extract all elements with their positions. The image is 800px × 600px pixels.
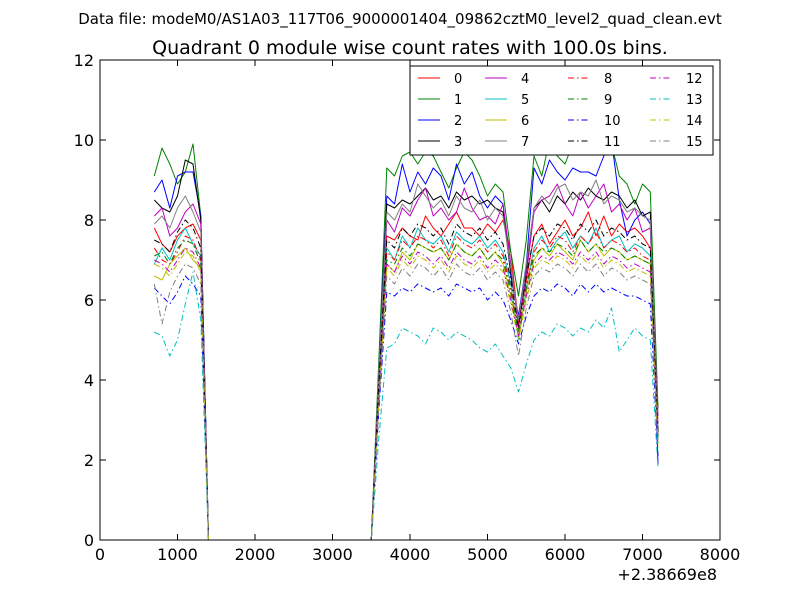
y-tick-label: 2	[84, 451, 94, 470]
x-tick-label: 4000	[390, 545, 431, 564]
y-tick-label: 8	[84, 211, 94, 230]
legend-label-5: 5	[521, 93, 529, 108]
legend-label-6: 6	[521, 114, 529, 129]
x-tick-label: 7000	[622, 545, 663, 564]
legend-label-2: 2	[454, 114, 462, 129]
y-tick-label: 12	[74, 51, 94, 70]
legend-label-12: 12	[686, 72, 703, 87]
legend-label-9: 9	[604, 93, 612, 108]
series-line-13	[154, 271, 659, 541]
figure-suptitle: Data file: modeM0/AS1A03_117T06_90000014…	[78, 10, 722, 29]
x-tick-label: 2000	[235, 545, 276, 564]
legend-label-4: 4	[521, 72, 529, 87]
y-tick-label: 6	[84, 291, 94, 310]
x-tick-labels: 0 1000 2000 3000 4000 5000 6000 7000 8000	[95, 545, 740, 564]
legend-label-11: 11	[604, 135, 621, 150]
legend-label-13: 13	[686, 93, 703, 108]
series-line-12	[154, 247, 659, 541]
legend-label-10: 10	[604, 114, 621, 129]
x-tick-label: 3000	[312, 545, 353, 564]
y-tick-labels: 0 2 4 6 8 10 12	[74, 51, 94, 550]
legend-label-1: 1	[454, 93, 462, 108]
x-tick-label: 6000	[545, 545, 586, 564]
x-axis-offset-label: +2.38669e8	[617, 565, 717, 584]
legend-label-0: 0	[454, 72, 462, 87]
x-tick-label: 5000	[467, 545, 508, 564]
legend-label-15: 15	[686, 135, 703, 150]
series-line-15	[153, 263, 659, 541]
x-tick-label: 0	[95, 545, 105, 564]
chart-title: Quadrant 0 module wise count rates with …	[152, 37, 668, 59]
y-tick-label: 4	[84, 371, 94, 390]
y-tick-label: 10	[74, 131, 94, 150]
x-tick-label: 1000	[157, 545, 198, 564]
legend-label-14: 14	[686, 114, 703, 129]
legend-frame	[409, 65, 714, 156]
plot-frame	[99, 59, 721, 541]
legend-label-7: 7	[521, 135, 529, 150]
legend-label-3: 3	[454, 135, 462, 150]
x-tick-label: 8000	[700, 545, 741, 564]
legend-label-8: 8	[604, 72, 612, 87]
y-tick-label: 0	[84, 531, 94, 550]
